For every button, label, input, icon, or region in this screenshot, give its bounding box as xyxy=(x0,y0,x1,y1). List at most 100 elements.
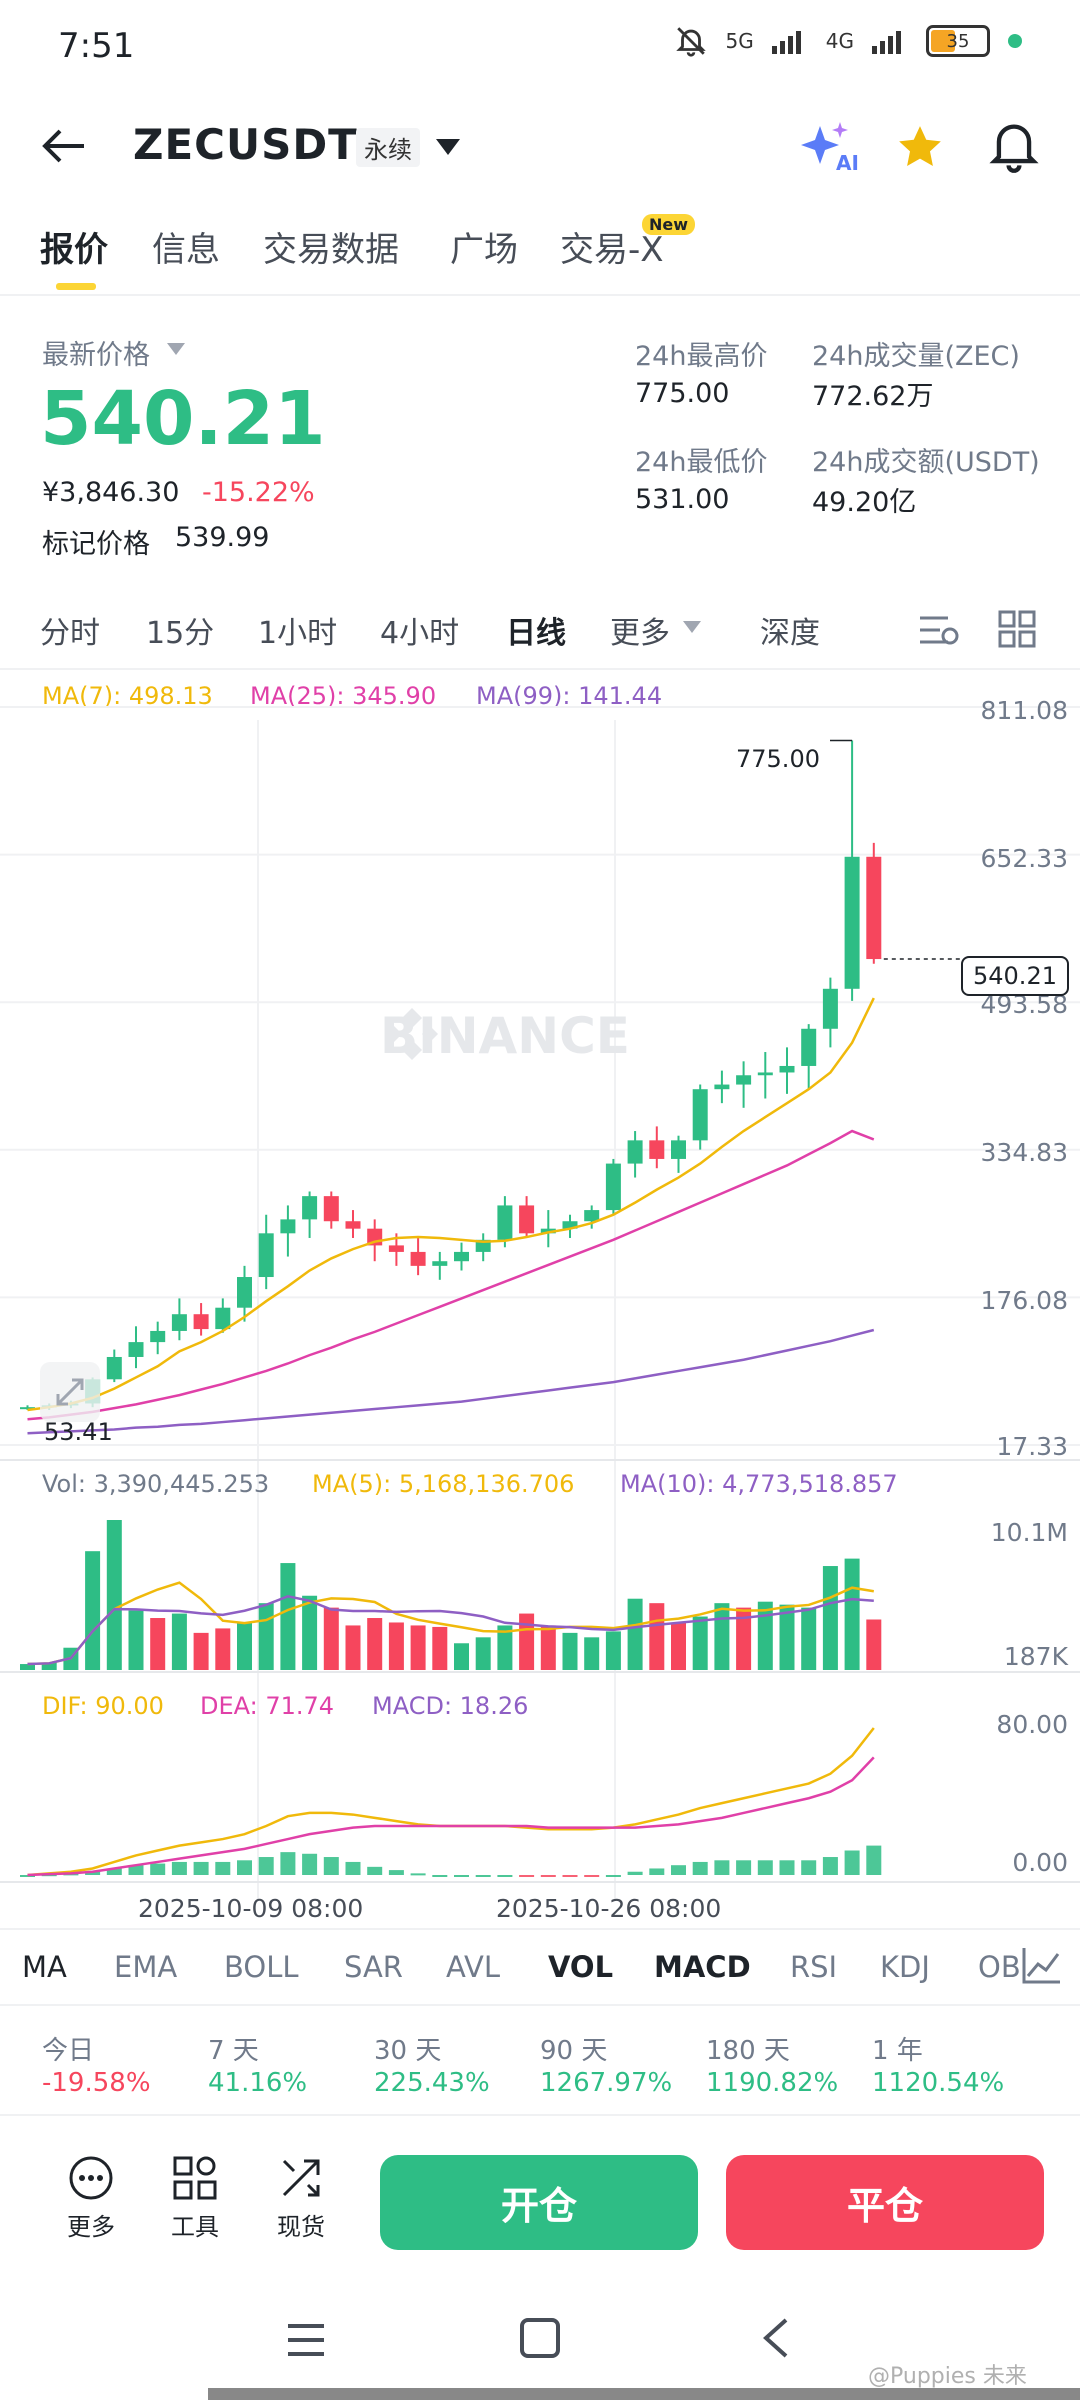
vol-ma5-line xyxy=(27,1581,875,1666)
indicator-settings-icon[interactable] xyxy=(1020,1946,1062,1986)
candle-body xyxy=(171,1314,187,1331)
candle-body xyxy=(128,1342,144,1357)
macd-axis-label: 80.00 xyxy=(996,1710,1068,1739)
kline-chart[interactable]: BINANCE xyxy=(0,660,1080,1920)
price-dropdown-icon[interactable] xyxy=(166,342,186,356)
tab-info[interactable]: 信息 xyxy=(152,230,220,270)
macd-histogram-bar xyxy=(410,1873,426,1876)
ma99-line xyxy=(27,1328,875,1435)
tab-trade-x[interactable]: 交易-X xyxy=(560,230,664,270)
spot-tool-label: 现货 xyxy=(277,2213,325,2241)
more-dropdown-icon[interactable] xyxy=(682,620,702,634)
macd-histogram-bar xyxy=(584,1875,600,1877)
indicator-avl[interactable]: AVL xyxy=(446,1950,500,1984)
interval-1d[interactable]: 日线 xyxy=(506,616,566,651)
macd-histogram-bar xyxy=(150,1863,166,1875)
candle-body xyxy=(779,1065,795,1073)
symbol-title[interactable]: ZECUSDT xyxy=(133,120,358,169)
dea-legend: DEA: 71.74 xyxy=(200,1692,335,1720)
low-value: 531.00 xyxy=(635,484,730,515)
dif-line xyxy=(27,1727,875,1877)
macd-legend: MACD: 18.26 xyxy=(372,1692,529,1720)
more-dots-icon xyxy=(69,2156,113,2200)
macd-histogram-bar xyxy=(540,1875,556,1877)
vol-legend: Vol: 3,390,445.253 xyxy=(42,1470,270,1498)
dif-legend: DIF: 90.00 xyxy=(42,1692,164,1720)
chart-settings-icon[interactable] xyxy=(918,612,960,648)
back-arrow-icon[interactable] xyxy=(40,126,88,166)
dea-line xyxy=(27,1756,875,1877)
more-tool-label: 更多 xyxy=(67,2213,115,2241)
macd-histogram-bar xyxy=(258,1857,274,1875)
tab-quote[interactable]: 报价 xyxy=(40,230,108,270)
layout-grid-icon[interactable] xyxy=(998,610,1036,648)
candle-body xyxy=(649,1140,665,1159)
interval-more[interactable]: 更多 xyxy=(610,616,670,651)
amount-label: 24h成交额(USDT) xyxy=(812,447,1040,478)
volume-bar xyxy=(171,1613,187,1670)
gesture-bar xyxy=(208,2388,1080,2400)
tools-tool[interactable]: 工具 xyxy=(150,2155,240,2242)
macd-histogram-bar xyxy=(193,1861,209,1875)
indicator-kdj[interactable]: KDJ xyxy=(880,1950,930,1984)
indicator-sar[interactable]: SAR xyxy=(344,1950,403,1984)
volume-bar xyxy=(866,1619,882,1670)
open-position-button[interactable]: 开仓 xyxy=(380,2155,698,2250)
price-axis-label: 811.08 xyxy=(980,696,1068,725)
interval-timeline[interactable]: 分时 xyxy=(40,616,100,651)
symbol-dropdown-icon[interactable] xyxy=(434,137,462,157)
indicator-vol[interactable]: VOL xyxy=(548,1950,614,1984)
perf-label-7d: 7 天 xyxy=(208,2036,259,2066)
interval-15m[interactable]: 15分 xyxy=(146,616,215,651)
candle-body xyxy=(822,988,838,1029)
candle-body xyxy=(714,1084,730,1090)
menu-nav-icon[interactable] xyxy=(282,2320,330,2360)
macd-histogram-bar xyxy=(323,1857,339,1875)
indicator-obv[interactable]: OB xyxy=(978,1950,1021,1984)
more-tool[interactable]: 更多 xyxy=(46,2155,136,2242)
home-nav-icon[interactable] xyxy=(518,2316,562,2360)
divider xyxy=(0,294,1080,296)
volume-bar xyxy=(106,1520,122,1670)
macd-histogram-bar xyxy=(388,1870,404,1875)
tools-grid-icon xyxy=(173,2156,217,2200)
volume-bar xyxy=(432,1626,448,1670)
swap-arrows-icon xyxy=(282,2159,320,2197)
perf-label-180d: 180 天 xyxy=(706,2036,790,2066)
status-dot xyxy=(1008,34,1022,48)
indicator-rsi[interactable]: RSI xyxy=(790,1950,838,1984)
macd-axis-label: 0.00 xyxy=(1012,1848,1068,1877)
favorite-star-icon[interactable] xyxy=(894,122,946,172)
expand-icon xyxy=(56,1378,84,1406)
macd-histogram-bar xyxy=(106,1868,122,1875)
indicator-boll[interactable]: BOLL xyxy=(224,1950,299,1984)
candle-body xyxy=(627,1140,643,1164)
tab-trading-data[interactable]: 交易数据 xyxy=(263,230,399,270)
interval-4h[interactable]: 4小时 xyxy=(380,616,460,651)
perf-value-90d: 1267.97% xyxy=(540,2068,673,2098)
macd-histogram-bar xyxy=(345,1861,361,1875)
high-label: 24h最高价 xyxy=(635,341,768,372)
notification-bell-icon[interactable] xyxy=(988,118,1040,174)
indicator-ema[interactable]: EMA xyxy=(114,1950,178,1984)
close-position-button[interactable]: 平仓 xyxy=(726,2155,1044,2250)
spot-tool[interactable]: 现货 xyxy=(256,2155,346,2242)
last-price-label[interactable]: 最新价格 xyxy=(42,340,150,371)
macd-histogram-bar xyxy=(757,1860,773,1875)
indicator-macd[interactable]: MACD xyxy=(654,1950,751,1984)
tab-square[interactable]: 广场 xyxy=(450,230,518,270)
price-change: -15.22% xyxy=(202,477,315,508)
indicator-ma[interactable]: MA xyxy=(22,1950,67,1984)
volume-bar xyxy=(736,1607,752,1670)
high-marker-label: 775.00 xyxy=(736,745,820,773)
binance-watermark: BINANCE xyxy=(380,1007,630,1065)
interval-1h[interactable]: 1小时 xyxy=(258,616,338,651)
perf-label-today: 今日 xyxy=(42,2036,95,2066)
fullscreen-button[interactable] xyxy=(40,1362,100,1422)
ai-sparkle-icon[interactable]: AI xyxy=(800,118,858,176)
low-marker-label: 53.41 xyxy=(44,1418,113,1446)
depth-tab[interactable]: 深度 xyxy=(760,616,820,651)
divider xyxy=(0,2004,1080,2006)
candle-body xyxy=(475,1239,491,1252)
back-nav-icon[interactable] xyxy=(758,2316,794,2360)
